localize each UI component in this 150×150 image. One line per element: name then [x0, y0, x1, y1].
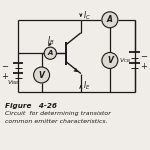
Circle shape	[102, 52, 118, 68]
Text: V: V	[39, 70, 45, 80]
Text: A: A	[48, 50, 53, 56]
Circle shape	[44, 47, 56, 59]
Text: $-$: $-$	[140, 50, 148, 59]
Text: common emitter characteristics.: common emitter characteristics.	[5, 119, 108, 124]
Circle shape	[34, 67, 50, 83]
Text: Circuit  for determining transistor: Circuit for determining transistor	[5, 111, 111, 116]
Text: $V_{BB}$: $V_{BB}$	[7, 78, 19, 87]
Text: A: A	[107, 15, 113, 24]
Text: V: V	[107, 56, 113, 65]
Text: $I_E$: $I_E$	[82, 80, 90, 92]
Text: $+$: $+$	[140, 61, 148, 71]
Text: $I_C$: $I_C$	[83, 9, 91, 22]
Text: $I_B$: $I_B$	[46, 35, 54, 47]
Text: Figure   4-26: Figure 4-26	[5, 103, 57, 109]
Circle shape	[102, 12, 118, 28]
Text: $V_{CB}$: $V_{CB}$	[119, 56, 131, 65]
Text: $-$: $-$	[1, 60, 9, 69]
Text: $+$: $+$	[1, 71, 9, 81]
